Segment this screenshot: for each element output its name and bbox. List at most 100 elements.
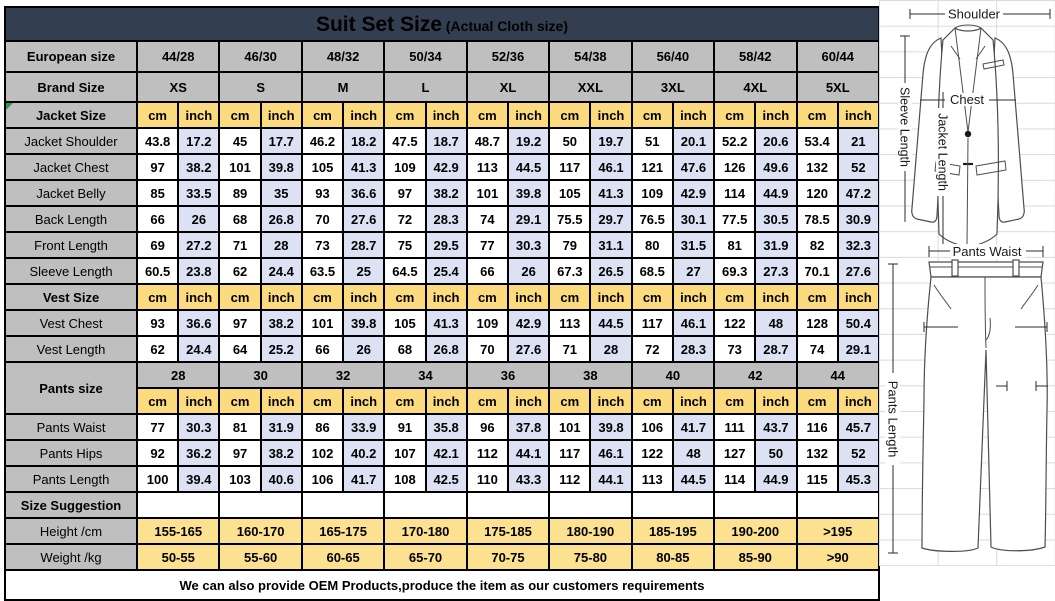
cm-value-cell: 108 — [383, 465, 427, 493]
inch-value-cell: 44.1 — [589, 465, 633, 493]
table-row: Pants Length 100 39.4 103 40.6 106 41.7 108 42.5… — [4, 465, 881, 493]
suggestion-empty-cell — [713, 491, 798, 519]
unit-inch-cell: inch — [836, 387, 881, 415]
cm-value-cell: 53.4 — [795, 127, 839, 155]
unit-inch-cell: inch — [589, 387, 633, 415]
sleeve-length-label: Sleeve Length — [898, 87, 912, 167]
cm-value-cell: 63.5 — [300, 257, 345, 285]
cm-value-cell: 66 — [465, 257, 509, 285]
inch-value-cell: 42.1 — [424, 439, 468, 467]
table-row: Front Length 69 27.2 71 28 73 28.7 75 29.5 77 30.3… — [4, 231, 881, 259]
cm-value-cell: 72 — [630, 335, 674, 363]
unit-inch-cell: inch — [424, 283, 468, 311]
brand-size-value: XL — [465, 71, 551, 103]
table-title: Suit Set Size (Actual Cloth size) — [4, 6, 880, 42]
unit-inch-cell: inch — [506, 101, 551, 129]
unit-cm-cell: cm — [795, 101, 839, 129]
inch-value-cell: 45.3 — [836, 465, 881, 493]
cm-value-cell: 70 — [300, 205, 345, 233]
jacket-button — [964, 130, 972, 138]
pants-waist-dimension-line — [928, 246, 1044, 257]
row-label: Jacket Shoulder — [4, 127, 138, 155]
cm-value-cell: 109 — [465, 309, 509, 337]
row-label: Weight /kg — [4, 543, 138, 571]
cm-value-cell: 81 — [218, 413, 262, 441]
brand-size-value: L — [383, 71, 468, 103]
cm-value-cell: 75.5 — [548, 205, 592, 233]
cm-value-cell: 121 — [630, 153, 674, 181]
row-label: Vest Length — [4, 335, 138, 363]
inch-value-cell: 38.2 — [259, 309, 303, 337]
cm-value-cell: 132 — [795, 439, 839, 467]
inch-value-cell: 26.8 — [424, 335, 468, 363]
inch-value-cell: 47.2 — [836, 179, 881, 207]
cm-value-cell: 113 — [548, 309, 592, 337]
unit-inch-cell: inch — [671, 387, 716, 415]
unit-cm-cell: cm — [548, 283, 592, 311]
section-label: Size Suggestion — [4, 491, 138, 519]
inch-value-cell: 41.3 — [589, 179, 633, 207]
cm-value-cell: 112 — [465, 439, 509, 467]
inch-value-cell: 25.2 — [259, 335, 303, 363]
table-row: We can also provide OEM Products,produce… — [4, 569, 880, 601]
cm-value-cell: 110 — [465, 465, 509, 493]
cm-value-cell: 127 — [713, 439, 757, 467]
table-row: Vest Length 62 24.4 64 25.2 66 26 68 26.8 70 27.6 7… — [4, 335, 881, 363]
inch-value-cell: 33.5 — [177, 179, 221, 207]
inch-value-cell: 33.9 — [342, 413, 386, 441]
cm-value-cell: 116 — [795, 413, 839, 441]
inch-value-cell: 28.3 — [424, 205, 468, 233]
cm-value-cell: 64.5 — [383, 257, 427, 285]
inch-value-cell: 44.9 — [754, 179, 798, 207]
row-label: Pants Waist — [4, 413, 138, 441]
inch-value-cell: 20.6 — [754, 127, 798, 155]
pants-size-value: 32 — [300, 361, 386, 389]
footer-note: We can also provide OEM Products,produce… — [4, 569, 880, 601]
unit-inch-cell: inch — [177, 101, 221, 129]
cm-value-cell: 62 — [135, 335, 180, 363]
inch-value-cell: 29.7 — [589, 205, 633, 233]
unit-cm-cell: cm — [630, 101, 674, 129]
table-row: Jacket Belly 85 33.5 89 35 93 36.6 97 38.2 101 39.… — [4, 179, 881, 207]
unit-cm-cell: cm — [383, 101, 427, 129]
inch-value-cell: 38.2 — [424, 179, 468, 207]
inch-value-cell: 35 — [259, 179, 303, 207]
table-row: Sleeve Length 60.5 23.8 62 24.4 63.5 25 64.5 25.… — [4, 257, 881, 285]
inch-value-cell: 28.7 — [754, 335, 798, 363]
row-label: Height /cm — [4, 517, 138, 545]
cm-value-cell: 69.3 — [713, 257, 757, 285]
jacket-length-label: Jacket Length — [936, 113, 950, 191]
cm-value-cell: 111 — [713, 413, 757, 441]
inch-value-cell: 39.8 — [506, 179, 551, 207]
pants-size-value: 40 — [630, 361, 716, 389]
inch-value-cell: 50 — [754, 439, 798, 467]
inch-value-cell: 30.5 — [754, 205, 798, 233]
row-label: Jacket Chest — [4, 153, 138, 181]
inch-value-cell: 40.6 — [259, 465, 303, 493]
unit-inch-cell: inch — [342, 101, 386, 129]
inch-value-cell: 23.8 — [177, 257, 221, 285]
inch-value-cell: 48 — [671, 439, 716, 467]
suggestion-value-cell: 155-165 — [135, 517, 221, 545]
cm-value-cell: 70.1 — [795, 257, 839, 285]
cm-value-cell: 50 — [548, 127, 592, 155]
cm-value-cell: 52.2 — [713, 127, 757, 155]
pants-size-value: 36 — [465, 361, 551, 389]
inch-value-cell: 17.2 — [177, 127, 221, 155]
size-chart-table: Suit Set Size (Actual Cloth size) Europea… — [4, 6, 881, 601]
table-row: Pants Hips 92 36.2 97 38.2 102 40.2 107 42.1 112 4… — [4, 439, 881, 467]
cm-value-cell: 96 — [465, 413, 509, 441]
cm-value-cell: 97 — [383, 179, 427, 207]
suit-jacket-drawing: Shoulder — [898, 7, 1051, 247]
inch-value-cell: 27.6 — [342, 205, 386, 233]
table-row: Pants size 28 30 32 34 36 38 40 42 44 — [4, 361, 880, 415]
shoulder-dimension-line — [909, 9, 1051, 19]
unit-inch-cell: inch — [754, 387, 798, 415]
inch-value-cell: 19.7 — [589, 127, 633, 155]
unit-cm-cell: cm — [300, 387, 345, 415]
inch-value-cell: 44.9 — [754, 465, 798, 493]
inch-value-cell: 38.2 — [259, 439, 303, 467]
inch-value-cell: 17.7 — [259, 127, 303, 155]
inch-value-cell: 41.7 — [671, 413, 716, 441]
inch-value-cell: 38.2 — [177, 153, 221, 181]
